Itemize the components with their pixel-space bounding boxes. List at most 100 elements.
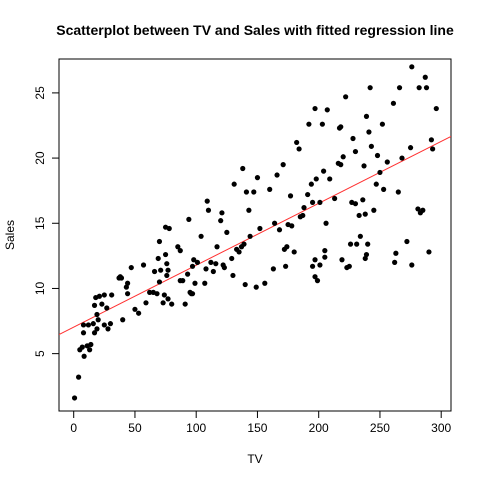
y-tick-label: 5: [33, 350, 47, 357]
data-point: [424, 85, 429, 90]
data-point: [317, 262, 322, 267]
data-point: [167, 226, 172, 231]
data-point: [434, 106, 439, 111]
data-point: [322, 248, 327, 253]
y-axis-label: Sales: [3, 220, 17, 250]
data-point: [97, 294, 102, 299]
data-point: [262, 281, 267, 286]
data-point: [205, 199, 210, 204]
data-point: [341, 154, 346, 159]
data-point: [254, 285, 259, 290]
x-tick-label: 50: [128, 421, 142, 435]
data-point: [141, 262, 146, 267]
data-point: [206, 208, 211, 213]
data-point: [120, 317, 125, 322]
data-point: [306, 122, 311, 127]
regression-line: [59, 136, 451, 334]
data-point: [366, 129, 371, 134]
data-point: [154, 291, 159, 296]
data-point: [289, 223, 294, 228]
data-point: [229, 256, 234, 261]
data-point: [244, 189, 249, 194]
data-point: [211, 269, 216, 274]
data-point: [81, 322, 86, 327]
data-point: [364, 114, 369, 119]
data-point: [348, 242, 353, 247]
data-point: [397, 85, 402, 90]
data-point: [80, 345, 85, 350]
data-point: [94, 326, 99, 331]
data-point: [108, 321, 113, 326]
data-point: [240, 166, 245, 171]
data-point: [152, 269, 157, 274]
data-point: [213, 261, 218, 266]
data-point: [294, 140, 299, 145]
data-point: [315, 278, 320, 283]
x-tick-label: 250: [370, 421, 390, 435]
data-point: [94, 312, 99, 317]
data-point: [310, 200, 315, 205]
data-point: [163, 252, 168, 257]
data-point: [246, 208, 251, 213]
data-point: [156, 256, 161, 261]
data-point: [164, 261, 169, 266]
data-point: [404, 239, 409, 244]
data-point: [158, 268, 163, 273]
x-axis: 0 50 100 150 200 250 300: [70, 411, 451, 435]
y-tick-label: 15: [33, 216, 47, 230]
data-point: [190, 264, 195, 269]
chart-title: Scatterplot between TV and Sales with fi…: [56, 22, 454, 38]
data-point: [350, 136, 355, 141]
y-axis: 5 10 15 20 25: [33, 86, 59, 357]
data-point: [392, 260, 397, 265]
data-point: [105, 326, 110, 331]
data-point: [338, 162, 343, 167]
data-point: [102, 292, 107, 297]
data-point: [274, 172, 279, 177]
x-tick-label: 100: [186, 421, 206, 435]
x-tick-label: 0: [70, 421, 77, 435]
data-point: [219, 210, 224, 215]
data-point: [310, 264, 315, 269]
data-point: [364, 252, 369, 257]
data-point: [190, 291, 195, 296]
data-point: [347, 264, 352, 269]
data-point: [312, 106, 317, 111]
data-point: [357, 213, 362, 218]
data-point: [96, 317, 101, 322]
data-point: [393, 251, 398, 256]
data-point: [323, 221, 328, 226]
data-point: [169, 301, 174, 306]
data-point: [236, 249, 241, 254]
y-tick-label: 20: [33, 151, 47, 165]
data-point: [363, 212, 368, 217]
data-point: [417, 85, 422, 90]
data-point: [353, 201, 358, 206]
data-point: [409, 262, 414, 267]
data-point: [192, 281, 197, 286]
x-tick-label: 150: [247, 421, 267, 435]
data-point: [104, 305, 109, 310]
data-point: [180, 278, 185, 283]
x-tick-label: 200: [309, 421, 329, 435]
data-point: [165, 296, 170, 301]
data-point: [371, 208, 376, 213]
data-point: [292, 249, 297, 254]
data-point: [186, 217, 191, 222]
data-point: [300, 213, 305, 218]
data-point: [430, 146, 435, 151]
data-point: [222, 265, 227, 270]
data-point: [199, 234, 204, 239]
data-point: [185, 272, 190, 277]
data-point: [368, 85, 373, 90]
data-point: [232, 182, 237, 187]
data-point: [321, 169, 326, 174]
data-point: [360, 197, 365, 202]
data-point: [338, 124, 343, 129]
data-point: [214, 244, 219, 249]
data-point: [109, 292, 114, 297]
data-point: [243, 282, 248, 287]
data-point: [195, 260, 200, 265]
data-point: [208, 260, 213, 265]
data-point: [129, 265, 134, 270]
